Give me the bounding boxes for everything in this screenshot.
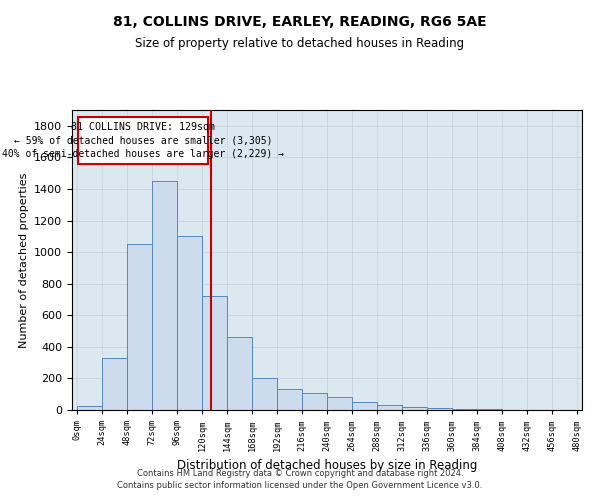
Bar bbox=[277, 390, 302, 410]
Bar bbox=[177, 236, 202, 410]
Bar bbox=[252, 378, 277, 410]
Bar bbox=[102, 358, 127, 410]
Bar bbox=[77, 406, 102, 410]
Text: 81 COLLINS DRIVE: 129sqm: 81 COLLINS DRIVE: 129sqm bbox=[71, 122, 215, 132]
X-axis label: Distribution of detached houses by size in Reading: Distribution of detached houses by size … bbox=[177, 459, 477, 472]
Bar bbox=[327, 398, 352, 410]
Bar bbox=[152, 181, 177, 410]
Bar bbox=[227, 338, 252, 410]
Text: Contains public sector information licensed under the Open Government Licence v3: Contains public sector information licen… bbox=[118, 481, 482, 490]
Bar bbox=[477, 409, 502, 410]
Bar bbox=[352, 402, 377, 410]
Bar bbox=[202, 296, 227, 410]
Text: 81, COLLINS DRIVE, EARLEY, READING, RG6 5AE: 81, COLLINS DRIVE, EARLEY, READING, RG6 … bbox=[113, 15, 487, 29]
Bar bbox=[452, 409, 477, 410]
Text: Size of property relative to detached houses in Reading: Size of property relative to detached ho… bbox=[136, 38, 464, 51]
Bar bbox=[377, 406, 402, 410]
Bar bbox=[302, 392, 327, 410]
Bar bbox=[427, 408, 452, 410]
Bar bbox=[402, 407, 427, 410]
Bar bbox=[78, 117, 208, 164]
Text: 40% of semi-detached houses are larger (2,229) →: 40% of semi-detached houses are larger (… bbox=[2, 148, 284, 158]
Y-axis label: Number of detached properties: Number of detached properties bbox=[19, 172, 29, 348]
Text: ← 59% of detached houses are smaller (3,305): ← 59% of detached houses are smaller (3,… bbox=[14, 135, 272, 145]
Bar bbox=[127, 244, 152, 410]
Text: Contains HM Land Registry data © Crown copyright and database right 2024.: Contains HM Land Registry data © Crown c… bbox=[137, 468, 463, 477]
